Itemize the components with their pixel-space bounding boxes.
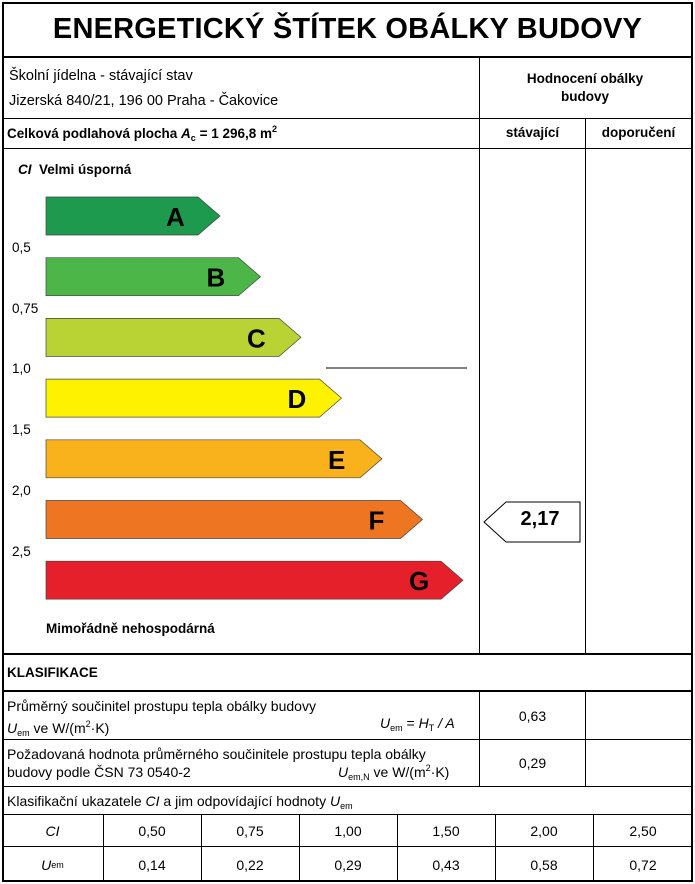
divider (2, 846, 693, 847)
threshold-label: 2,5 (12, 543, 31, 559)
uemn-recommended (586, 740, 691, 786)
floor-area: Celková podlahová plocha Ac = 1 296,8 m2 (7, 124, 277, 143)
threshold-label: 2,0 (12, 482, 31, 498)
ci-label: CI (18, 162, 32, 177)
energy-class-c-bar: C (45, 318, 302, 357)
page-title: ENERGETICKÝ ŠTÍTEK OBÁLKY BUDOVY (52, 12, 643, 45)
divider (585, 690, 586, 786)
divider (103, 814, 104, 882)
classification-heading: KLASIFIKACE (7, 665, 98, 680)
uemn-value: 0,29 (518, 755, 547, 771)
uemn-description: Požadovaná hodnota průměrného součinitel… (7, 745, 482, 781)
table-cell: 0,43 (432, 856, 460, 873)
energy-class-letter: A (166, 202, 185, 232)
divider (2, 118, 693, 119)
uemn-unit: Uem,N ve W/(m2·K) (338, 763, 450, 782)
uemn-desc-line2: budovy podle ČSN 73 0540-2 (7, 764, 191, 780)
energy-class-letter: F (369, 506, 385, 536)
table-cell: 0,75 (236, 822, 264, 839)
floor-area-prefix: Celková podlahová plocha (7, 126, 182, 141)
current-value: 2,17 (520, 508, 560, 530)
divider (479, 57, 480, 654)
table-cell: 0,72 (629, 856, 657, 873)
energy-class-letter: C (247, 323, 266, 353)
energy-class-d-bar: D (45, 378, 343, 418)
divider (397, 814, 398, 882)
uemn-desc-line1: Požadovaná hodnota průměrného součinitel… (7, 746, 426, 762)
energy-class-f-bar: F (45, 500, 424, 539)
table-cell: 0,14 (138, 856, 166, 873)
threshold-label: 1,5 (12, 422, 31, 438)
table-cell: 1,50 (432, 822, 460, 839)
divider (585, 119, 586, 654)
building-name: Školní jídelna - stávající stav (9, 68, 193, 84)
threshold-label: 0,5 (12, 240, 31, 255)
rating-header: Hodnocení obálky budovy (526, 71, 644, 104)
divider (2, 786, 693, 787)
top-label: Velmi úsporná (39, 162, 132, 177)
uem-recommended (586, 692, 691, 739)
energy-class-b-bar: B (45, 257, 262, 297)
table-cell: 0,50 (138, 822, 166, 839)
table-cell: 0,29 (334, 856, 362, 873)
uem-desc-line1: Průměrný součinitel prostupu tepla obálk… (7, 698, 316, 714)
divider (2, 739, 693, 740)
column-recommended: doporučení (601, 125, 676, 140)
uem-value: 0,63 (518, 707, 547, 724)
energy-class-letter: G (409, 566, 429, 596)
divider (299, 814, 300, 882)
energy-class-letter: B (207, 263, 226, 293)
current-value-arrow (483, 501, 581, 543)
energy-class-scale: A BC D E FG (45, 196, 467, 600)
table-cell: 1,00 (334, 822, 362, 839)
threshold-label: 0,75 (12, 300, 39, 316)
divider (2, 814, 693, 815)
uem-desc-line2: Uem ve W/(m2·K) (7, 719, 110, 738)
divider (201, 814, 202, 882)
divider (2, 148, 693, 149)
table-cell: 2,50 (629, 822, 657, 839)
divider (2, 653, 693, 655)
table-cell: 0,58 (530, 856, 558, 873)
energy-class-g-bar: G (45, 560, 464, 600)
uem-description: Průměrný součinitel prostupu tepla obálk… (7, 697, 477, 742)
divider (593, 814, 594, 882)
building-address: Jizerská 840/21, 196 00 Praha - Čakovice (9, 93, 279, 109)
scale-header: CI Velmi úsporná (18, 162, 131, 177)
table-cell: 2,00 (530, 822, 558, 839)
floor-area-symbol: A (181, 126, 191, 141)
uem-formula: Uem = HT / A (380, 715, 455, 733)
energy-class-letter: E (328, 445, 345, 475)
column-current: stávající (505, 125, 560, 140)
ci-row-label: CI (45, 822, 60, 839)
divider (495, 814, 496, 882)
energy-class-letter: D (288, 384, 307, 414)
indicators-heading: Klasifikační ukazatele CI a jim odpovída… (7, 793, 353, 811)
table-cell: 0,22 (236, 856, 264, 873)
bottom-label: Mimořádně nehospodárná (46, 621, 215, 636)
energy-class-e-bar: E (45, 439, 383, 479)
energy-class-a-bar: A (45, 196, 221, 236)
floor-area-sup: 2 (272, 124, 278, 134)
divider (479, 690, 480, 786)
threshold-label: 1,0 (12, 361, 31, 377)
divider (2, 690, 693, 692)
floor-area-value: = 1 296,8 m (195, 126, 272, 141)
floor-area-sub: c (190, 133, 196, 143)
divider (2, 56, 693, 58)
